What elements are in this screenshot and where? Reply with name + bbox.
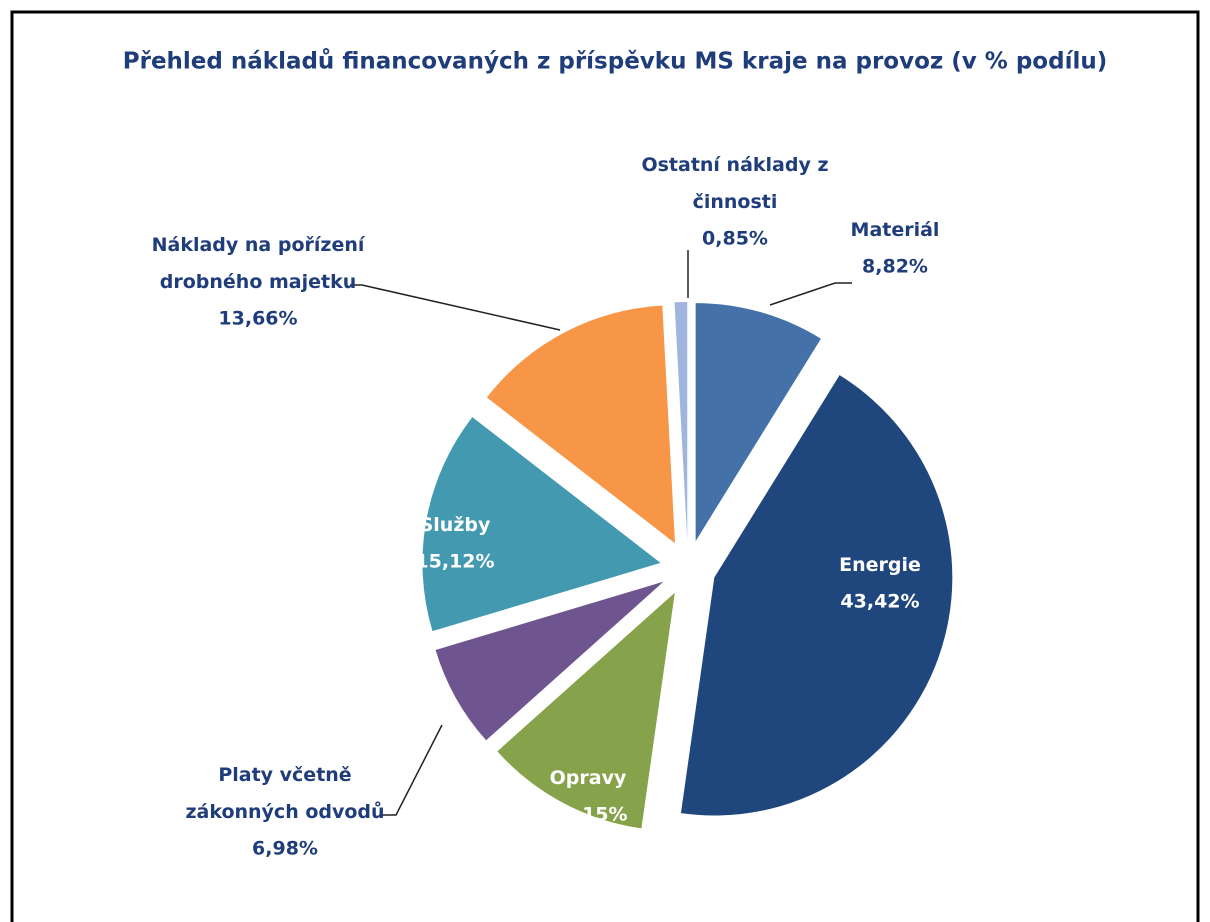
slice-label: Platy včetně zákonných odvodů xyxy=(185,764,384,823)
label-line: Ostatní náklady z xyxy=(641,154,828,176)
value-label: 11,15% xyxy=(548,804,627,826)
label-line: Materiál xyxy=(851,219,940,241)
value-label: 6,98% xyxy=(252,838,318,860)
slice-label: Opravy xyxy=(550,767,627,789)
value-label: 15,12% xyxy=(415,551,494,573)
chart-title: Přehled nákladů financovaných z příspěvk… xyxy=(123,48,1107,75)
leader-line xyxy=(382,724,443,816)
pie-slice xyxy=(435,581,664,741)
slice-label: Energie xyxy=(839,554,921,576)
slice-label: Služby xyxy=(420,514,491,536)
slice-label: Ostatní náklady z činnosti xyxy=(641,154,828,213)
label-line: Platy včetně xyxy=(218,764,351,786)
value-label: 13,66% xyxy=(218,308,297,330)
leader-line xyxy=(769,282,852,306)
leader-line xyxy=(350,284,561,331)
pie-slice xyxy=(680,375,953,816)
label-line: činnosti xyxy=(693,191,778,213)
slice-label: Náklady na pořízení drobného majetku xyxy=(152,234,366,293)
pie-slice xyxy=(497,592,675,829)
slice-label: Materiál xyxy=(851,219,940,241)
label-line: zákonných odvodů xyxy=(185,800,384,823)
value-label: 0,85% xyxy=(702,228,768,250)
label-line: Služby xyxy=(420,514,491,536)
pie-slice xyxy=(422,417,661,632)
label-line: Opravy xyxy=(550,767,627,789)
label-line: drobného majetku xyxy=(160,271,357,293)
pie-slice xyxy=(695,303,821,542)
label-line: Náklady na pořízení xyxy=(152,234,366,256)
pie-slice xyxy=(674,302,688,541)
pie-slice xyxy=(486,305,676,544)
value-label: 43,42% xyxy=(840,591,919,613)
label-line: Energie xyxy=(839,554,921,576)
value-label: 8,82% xyxy=(862,256,928,278)
